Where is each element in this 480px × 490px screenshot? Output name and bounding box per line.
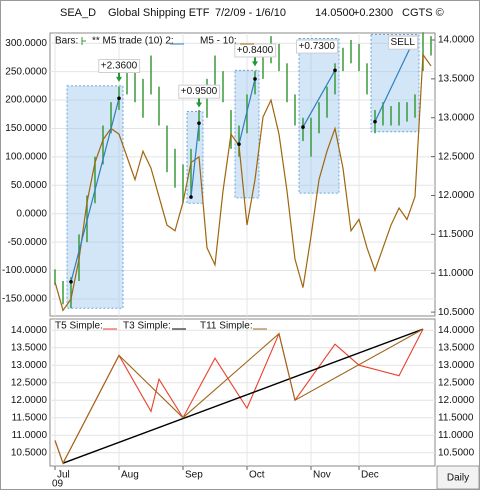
y2-tick-label: 13.5000 [438, 74, 475, 85]
frequency-box [436, 465, 480, 490]
y2-tick-label: 10.5000 [438, 447, 475, 458]
legend-label: ** M5 trade (10) 2: [92, 36, 174, 47]
y2-tick-label: 12.5000 [438, 377, 475, 388]
symbol: SEA_D [60, 7, 96, 19]
trade-label: +0.9500 [181, 86, 218, 97]
trade-line [190, 123, 200, 198]
trade-label-box [296, 39, 338, 54]
y2-tick-label: 12.5000 [438, 151, 475, 162]
series-line [62, 328, 424, 464]
trade-label-box [98, 59, 141, 74]
series-line [54, 328, 424, 465]
y-tick-label: 11.5000 [12, 412, 48, 423]
trade-line [70, 98, 120, 282]
y2-tick-label: 14.0000 [438, 325, 475, 336]
source: CGTS © [402, 7, 444, 19]
y2-tick-label: 12.0000 [438, 190, 475, 201]
trade-exit [253, 77, 257, 81]
y2-tick-label: 13.0000 [438, 360, 475, 371]
y2-tick-label: 11.0000 [438, 430, 474, 441]
last-price: 14.0500 [315, 7, 355, 19]
legend-label: T5 Simple: [55, 321, 103, 332]
trade-arrow [196, 98, 202, 108]
y-tick-label: 13.5000 [11, 342, 48, 353]
trade-line [238, 78, 256, 145]
y2-tick-label: 11.5000 [438, 412, 474, 423]
y-tick-label: 11.0000 [12, 430, 48, 441]
y-tick-label: -50.0000 [8, 237, 48, 248]
frequency: Daily [447, 473, 469, 484]
trade-label-box [178, 84, 221, 99]
y2-tick-label: 10.5000 [438, 307, 475, 318]
legend-label: T11 Simple: [200, 321, 253, 332]
y2-tick-label: 13.0000 [438, 112, 475, 123]
trade-label: +0.8400 [237, 45, 274, 56]
trade-entry [189, 195, 193, 199]
x-tick-label: Dec [361, 470, 379, 481]
trade-entry [373, 119, 377, 124]
y-tick-label: 250.0000 [5, 66, 47, 77]
trade-label: +2.3600 [101, 61, 138, 72]
trade-line [302, 70, 336, 128]
x-tick-label: Sep [185, 470, 203, 481]
security-name: Global Shipping ETF [108, 7, 210, 19]
y2-tick-label: 11.5000 [438, 229, 474, 240]
y-tick-label: 200.0000 [5, 95, 47, 106]
trade-arrow [252, 57, 258, 67]
year-label: 09 [52, 479, 64, 490]
trade-entry [301, 125, 305, 129]
y-tick-label: 14.0000 [11, 325, 48, 336]
y2-tick-label: 11.0000 [438, 268, 474, 279]
trade-box [370, 34, 420, 133]
trade-line [374, 37, 416, 122]
y-tick-label: 0.0000 [16, 208, 47, 219]
y2-tick-label: 14.0000 [438, 35, 475, 46]
x-tick-label: Nov [313, 470, 331, 481]
y-tick-label: 150.0000 [5, 123, 47, 134]
x-tick-label: Aug [121, 470, 139, 481]
legend-label: M5 - 10: [200, 36, 237, 47]
price-change: +0.2300 [353, 7, 393, 19]
trade-exit [197, 121, 201, 125]
y2-tick-label: 13.5000 [438, 342, 475, 353]
trade-entry [69, 279, 73, 284]
y-tick-label: 12.5000 [11, 377, 48, 388]
trade-label: SELL [391, 37, 416, 48]
series-line [54, 328, 424, 465]
y-tick-label: 12.0000 [11, 395, 48, 406]
lower-panel [49, 318, 436, 467]
trade-label-box [234, 43, 277, 58]
y-tick-label: -100.0000 [2, 265, 47, 276]
date-range: 7/2/09 - 1/6/10 [215, 7, 286, 19]
y-tick-label: 10.5000 [11, 447, 48, 458]
legend-label: Bars: [55, 36, 78, 47]
x-tick-label: Oct [249, 470, 265, 481]
trade-label-box [388, 35, 418, 50]
y-tick-label: 50.0000 [11, 180, 48, 191]
legend-label: T3 Simple: [123, 321, 171, 332]
oscillator-line [54, 52, 432, 312]
trade-exit [117, 96, 121, 101]
y-tick-label: 13.0000 [11, 360, 48, 371]
trade-entry [237, 142, 241, 146]
y-tick-label: 300.0000 [5, 38, 47, 49]
trade-arrow [116, 72, 122, 82]
trade-label: +0.7300 [299, 41, 336, 52]
y-tick-label: -150.0000 [2, 294, 47, 305]
y2-tick-label: 12.0000 [438, 395, 475, 406]
x-tick-label: Jul [57, 470, 70, 481]
y-tick-label: 100.0000 [5, 152, 47, 163]
trade-exit [333, 68, 337, 73]
